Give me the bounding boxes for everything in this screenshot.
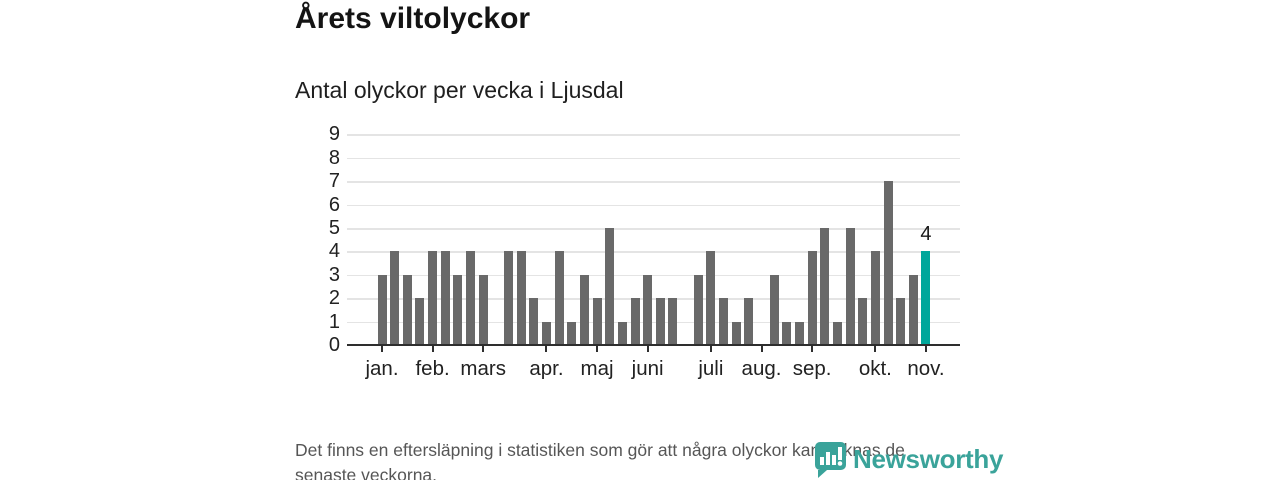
bar-week-22: [643, 274, 653, 345]
bar-week-34: [794, 321, 804, 345]
bar-week-5: [428, 251, 438, 345]
bar-week-28: [719, 298, 729, 345]
highlight-annotation: 4: [920, 223, 932, 246]
bar-week-39: [858, 298, 868, 345]
x-tick-label-juni: juni: [631, 357, 664, 380]
x-tick-juli: [709, 345, 712, 352]
y-tick-label-7: 7: [328, 170, 340, 193]
footnote-line: senaste veckorna.: [295, 464, 438, 480]
bar-week-21: [630, 298, 640, 345]
y-tick-label-3: 3: [328, 263, 340, 286]
y-tick-label-1: 1: [328, 310, 340, 333]
bar-week-12: [516, 251, 526, 345]
x-tick-label-okt: okt.: [858, 357, 892, 380]
highlight-bar-week-44: [921, 251, 931, 345]
y-tick-label-2: 2: [328, 287, 340, 310]
x-tick-jan: [381, 345, 383, 352]
bar-week-33: [782, 321, 792, 345]
bar-week-14: [541, 321, 551, 345]
y-tick-label-5: 5: [328, 217, 340, 239]
bar-week-19: [605, 228, 615, 345]
x-tick-feb: [431, 345, 434, 352]
bar-week-40: [870, 251, 880, 345]
bar-week-24: [668, 298, 678, 345]
bar-week-9: [478, 274, 488, 345]
x-tick-label-nov: nov.: [907, 357, 945, 380]
bar-week-17: [579, 274, 589, 345]
y-tick-label-0: 0: [328, 334, 340, 356]
bar-week-18: [592, 298, 602, 345]
y-tick-label-8: 8: [328, 146, 340, 169]
x-tick-mars: [482, 345, 485, 352]
gridline-y-2: [347, 298, 960, 300]
x-tick-apr: [545, 345, 548, 352]
bar-week-4: [415, 298, 425, 345]
bar-week-41: [883, 181, 893, 345]
bar-week-32: [769, 274, 779, 345]
gridline-y-1: [347, 321, 960, 324]
x-tick-okt: [874, 345, 877, 352]
footnote-line: Det finns en eftersläpning i statistiken…: [295, 440, 905, 460]
gridline-y-5: [347, 228, 960, 230]
x-tick-label-apr: apr.: [529, 357, 564, 380]
bar-week-38: [845, 228, 855, 345]
bar-week-11: [504, 251, 513, 345]
x-tick-label-feb: feb.: [415, 357, 450, 380]
bar-week-8: [466, 251, 476, 345]
bar-week-30: [744, 298, 754, 345]
bar-week-29: [731, 321, 741, 345]
bar-week-26: [693, 274, 703, 345]
x-tick-maj: [596, 345, 599, 352]
gridline-y-9: [347, 134, 960, 136]
bar-week-6: [440, 251, 450, 345]
bar-week-36: [820, 228, 830, 345]
y-tick-label-9: 9: [328, 123, 340, 146]
bar-week-27: [706, 251, 716, 345]
bar-week-23: [655, 298, 665, 345]
gridline-y-4: [347, 251, 960, 253]
x-tick-aug: [760, 345, 763, 352]
x-tick-label-aug: aug.: [741, 357, 782, 380]
bar-week-43: [908, 274, 918, 345]
bar-week-1: [377, 274, 387, 345]
y-tick-label-4: 4: [328, 240, 340, 263]
gridline-y-7: [347, 181, 960, 183]
gridline-y-6: [347, 204, 960, 207]
x-axis-line: [347, 343, 960, 346]
gridline-y-8: [347, 157, 960, 160]
bar-week-2: [390, 251, 400, 345]
x-tick-nov: [924, 345, 927, 352]
x-tick-label-juli: juli: [698, 357, 724, 380]
bar-week-42: [896, 298, 906, 345]
bar-week-20: [617, 321, 627, 345]
x-tick-sep: [811, 345, 814, 352]
chart-title: Årets viltolyckor: [295, 2, 531, 35]
x-tick-label-jan: jan.: [365, 357, 399, 380]
newsworthy-logo: Newsworthy: [813, 441, 1003, 478]
y-tick-label-6: 6: [328, 193, 340, 216]
bar-week-15: [554, 251, 564, 345]
bar-week-16: [567, 321, 577, 345]
gridline-y-3: [347, 274, 960, 277]
x-tick-label-maj: maj: [580, 357, 614, 380]
bar-week-7: [453, 274, 463, 345]
bar-week-13: [529, 298, 539, 345]
bar-week-37: [832, 321, 842, 345]
newsworthy-logo-text: Newsworthy: [853, 444, 1004, 474]
bar-chart-plot-area: jan. feb. mars apr. maj juni juli aug. sep. okt. n…: [347, 134, 960, 380]
x-tick-juni: [646, 345, 649, 352]
chart-subtitle: Antal olyckor per vecka i Ljusdal: [295, 77, 624, 103]
footnote: Det finns en eftersläpning i statistiken…: [295, 438, 995, 480]
bar-week-3: [402, 274, 412, 345]
x-tick-label-mars: mars: [460, 357, 506, 380]
bar-week-35: [807, 251, 817, 345]
newsworthy-logo-icon: [815, 442, 846, 478]
x-tick-label-sep: sep.: [792, 357, 832, 380]
